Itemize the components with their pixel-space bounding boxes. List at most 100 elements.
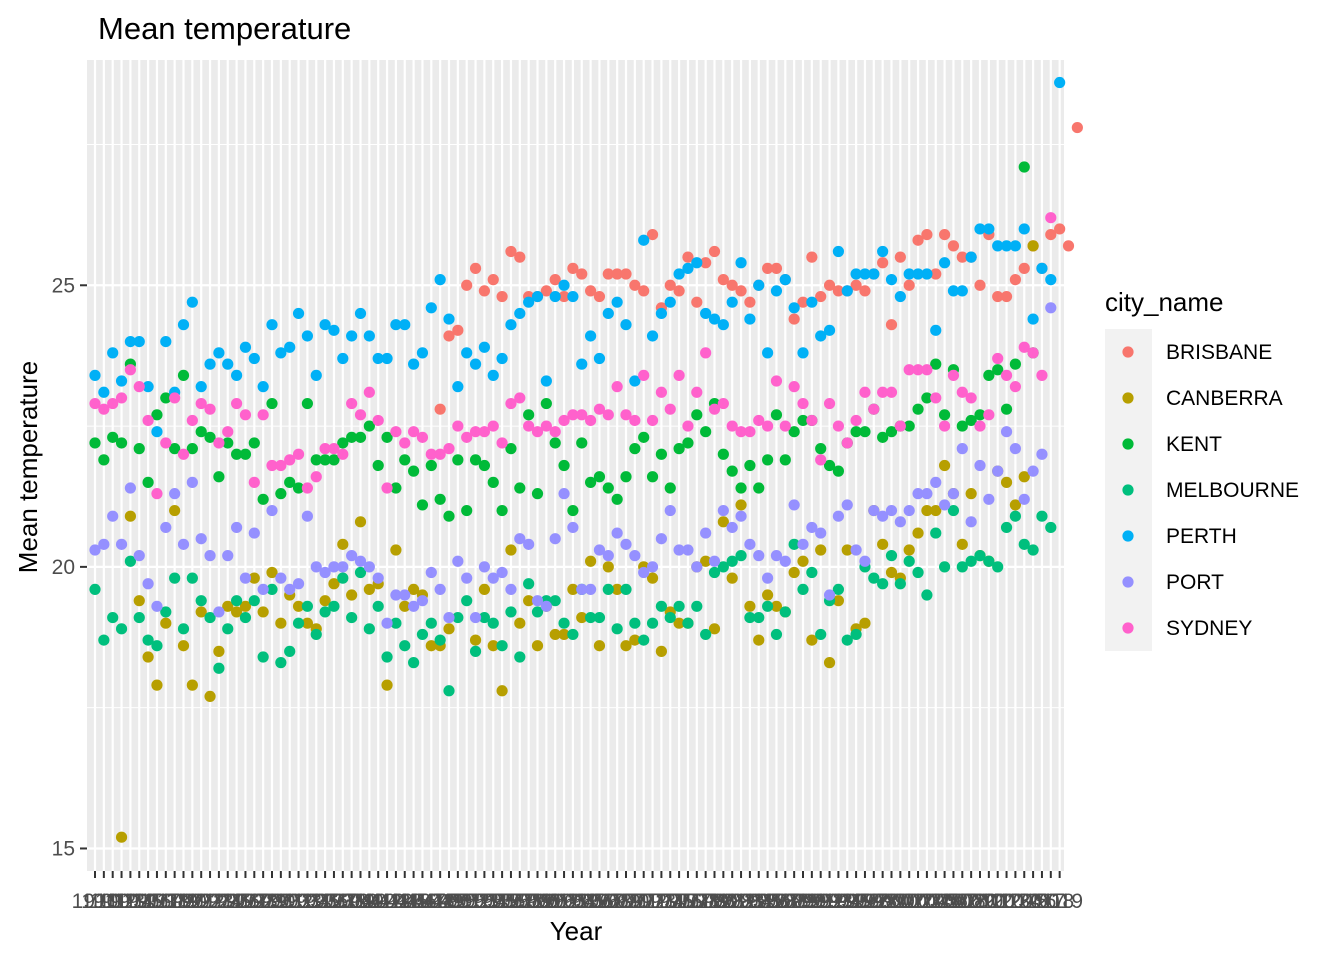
x-tick-label-1994: 1994 [815,890,862,913]
point-port-1932 [284,583,296,596]
point-sydney-1965 [576,409,588,421]
point-melbourne-1920 [177,623,190,635]
point-perth-1931 [275,347,287,359]
point-perth-2008 [956,285,968,297]
point-brisbane-2008 [956,251,968,263]
point-sydney-1983 [735,426,747,438]
point-kent-2010 [974,409,986,421]
point-port-1996 [850,544,862,556]
point-kent-1948 [425,459,437,472]
legend: city_name BRISBANE CANBERRA KENT MELBOURNE P… [1105,287,1299,651]
point-sydney-1960 [531,426,544,438]
x-tick-label-2000: 2000 [868,890,915,913]
point-port-1955 [487,572,499,584]
point-canberra-1937 [328,578,340,590]
point-port-1985 [753,550,765,562]
x-tick-label-1989: 1989 [771,890,818,913]
point-port-1934 [301,510,313,522]
point-melbourne-1940 [354,566,367,579]
point-port-2006 [939,499,951,511]
x-tick-label-1974: 1974 [638,890,685,913]
point-canberra-1922 [195,606,207,618]
legend-label-kent: KENT [1166,433,1222,456]
point-melbourne-2004 [921,589,933,601]
point-brisbane-1972 [638,285,650,297]
point-sydney-1964 [567,409,579,421]
point-port-1958 [514,533,526,545]
x-tick-label-1993: 1993 [806,890,853,913]
point-perth-1936 [319,319,331,331]
x-tick-label-2007: 2007 [930,890,977,913]
point-kent-1971 [629,443,641,455]
point-sydney-2009 [965,392,977,404]
point-port-1964 [567,521,579,534]
point-melbourne-1947 [416,628,429,641]
point-port-1938 [337,561,349,573]
point-canberra-2015 [1018,471,1030,483]
point-port-1962 [549,533,561,545]
point-port-1987 [770,550,783,562]
point-canberra-1926 [231,606,243,618]
point-melbourne-1963 [558,617,570,629]
point-perth-1917 [151,426,163,438]
point-brisbane-1991 [806,251,818,263]
point-melbourne-1914 [124,555,136,567]
point-port-1919 [169,488,181,500]
x-tick-label-1959: 1959 [505,890,552,913]
x-tick-label-1997: 1997 [842,890,889,913]
x-tick-label-1970: 1970 [603,890,650,913]
point-kent-1977 [682,437,694,449]
point-brisbane-1979 [700,257,712,269]
point-canberra-1984 [744,600,756,612]
point-brisbane-undefined [1071,121,1083,134]
point-kent-1937 [328,454,340,466]
legend-key-brisbane [1122,346,1134,358]
point-canberra-1981 [717,516,729,528]
point-sydney-2001 [894,420,906,432]
point-melbourne-1943 [381,651,393,663]
point-port-1950 [443,611,455,624]
point-brisbane-1973 [646,228,659,241]
x-tick-label-1926: 1926 [213,890,260,913]
point-sydney-1988 [779,420,791,432]
point-perth-1987 [770,285,783,297]
y-axis-title: Mean temperature [13,361,43,573]
point-perth-1927 [239,341,252,353]
point-canberra-1969 [611,583,623,596]
point-kent-1946 [408,465,420,477]
point-kent-1952 [461,504,473,517]
x-tick-label-1988: 1988 [762,890,809,913]
point-brisbane-1980 [708,245,721,258]
point-sydney-1995 [841,437,853,449]
x-tick-label-1972: 1972 [620,890,667,913]
point-perth-2010 [974,223,986,235]
point-kent-1994 [832,465,845,477]
point-kent-1944 [390,482,402,494]
x-tick-label-1987: 1987 [753,890,800,913]
point-perth-1968 [602,307,614,320]
point-perth-1915 [133,335,145,348]
point-melbourne-1973 [646,617,659,629]
point-kent-1935 [310,454,322,466]
point-melbourne-1955 [487,617,499,629]
point-kent-1997 [859,426,871,438]
point-melbourne-1979 [700,628,712,641]
point-melbourne-1954 [478,611,490,624]
point-perth-1984 [744,313,756,325]
point-brisbane-1981 [717,274,729,286]
point-canberra-1950 [443,623,455,635]
point-sydney-1950 [443,443,455,455]
point-brisbane-2001 [894,251,906,263]
point-kent-1920 [177,369,190,381]
point-sydney-1997 [859,386,871,398]
x-tick-label-1999: 1999 [859,890,906,913]
point-kent-1932 [284,476,296,488]
x-tick-label-1922: 1922 [178,890,225,913]
point-sydney-1931 [275,459,287,472]
point-canberra-1955 [487,640,499,652]
x-tick-label-1929: 1929 [240,890,287,913]
x-tick-label-1953: 1953 [452,890,499,913]
point-sydney-1912 [107,397,119,410]
point-melbourne-1974 [655,600,668,612]
point-port-1925 [222,550,234,562]
